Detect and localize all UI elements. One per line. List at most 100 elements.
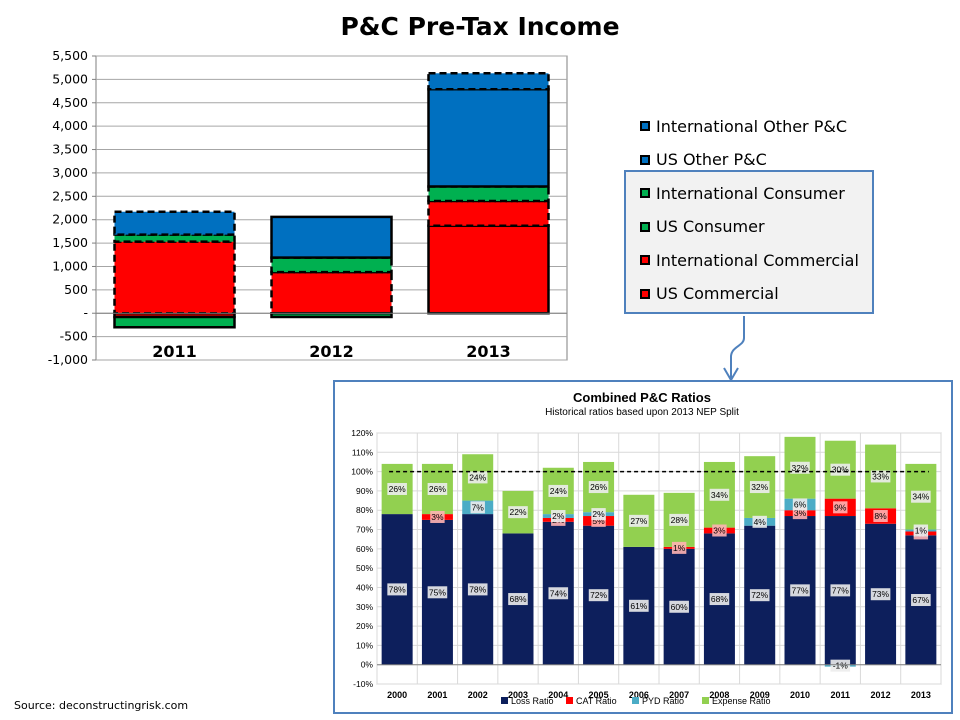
ratio-y-tick-label: 40% xyxy=(356,582,373,592)
ratio-data-label-bg xyxy=(911,490,931,503)
ratio-data-label: 9% xyxy=(834,502,847,512)
x-tick-label: 2011 xyxy=(152,342,197,361)
ratio-data-label: 22% xyxy=(509,507,526,517)
bar-us-other-pandc-2012 xyxy=(270,215,393,259)
ratio-data-label: 33% xyxy=(872,471,889,481)
bar-international-consumer-2013 xyxy=(427,185,550,203)
ratio-x-tick-label: 2009 xyxy=(750,690,770,700)
bar-us-consumer-2012 xyxy=(270,311,393,319)
ratio-data-label-bg xyxy=(629,514,649,527)
ratio-x-tick-label: 2005 xyxy=(589,690,609,700)
ratio-legend-label: Loss Ratio xyxy=(511,696,554,706)
legend-item-us-consumer: US Consumer xyxy=(640,217,765,237)
legend-swatch xyxy=(640,188,650,198)
ratio-x-tick-label: 2000 xyxy=(387,690,407,700)
ratio-data-label-bg xyxy=(870,470,891,483)
ratio-data-label: 32% xyxy=(751,482,768,492)
bar-us-commercial-2013 xyxy=(427,224,550,315)
ratio-x-tick-label: 2006 xyxy=(629,690,649,700)
bar-international-consumer-2012 xyxy=(270,256,393,274)
ratio-data-label-bg xyxy=(712,524,727,537)
ratio-data-label: 26% xyxy=(389,484,406,494)
y-tick-label: 5,000 xyxy=(52,71,88,86)
ratio-data-label-bg xyxy=(669,600,689,613)
ratio-subtitle: Historical ratios based upon 2013 NEP Sp… xyxy=(545,407,739,418)
y-tick-label: 2,500 xyxy=(52,188,88,203)
ratio-y-tick-label: 20% xyxy=(356,621,373,631)
ratio-data-label-bg xyxy=(873,510,888,523)
ratio-data-label: 34% xyxy=(711,490,728,500)
ratio-data-label: 3% xyxy=(431,512,444,522)
legend-box xyxy=(624,170,874,314)
ratio-x-tick-label: 2001 xyxy=(427,690,447,700)
ratio-data-label-bg xyxy=(508,593,528,606)
chart-title: P&C Pre-Tax Income xyxy=(340,12,620,41)
ratio-data-label-bg xyxy=(792,498,808,511)
ratio-data-label-bg xyxy=(870,588,891,601)
ratio-data-label-bg xyxy=(709,593,730,606)
ratio-data-label: 68% xyxy=(711,594,728,604)
ratio-y-tick-label: 30% xyxy=(356,602,373,612)
combined-ratios-chart: Combined P&C Ratios Historical ratios bas… xyxy=(335,382,951,712)
ratio-data-label: 30% xyxy=(832,465,849,475)
ratio-data-label: 72% xyxy=(590,590,607,600)
y-tick-label: -1,000 xyxy=(48,352,88,367)
y-tick-label: -500 xyxy=(60,329,88,344)
ratio-data-label-bg xyxy=(911,594,931,607)
ratio-title: Combined P&C Ratios xyxy=(573,390,711,405)
ratio-x-tick-label: 2008 xyxy=(709,690,729,700)
ratio-data-label: 1% xyxy=(673,543,686,553)
ratio-data-label-bg xyxy=(669,513,689,526)
legend-swatch xyxy=(640,154,650,165)
combined-ratios-panel: Combined P&C Ratios Historical ratios bas… xyxy=(333,380,953,714)
ratio-data-label: 67% xyxy=(912,595,929,605)
legend-swatch xyxy=(640,121,650,131)
legend-item-us-other-pandc: US Other P&C xyxy=(640,150,767,170)
ratio-y-tick-label: 100% xyxy=(351,467,373,477)
ratio-data-label-bg xyxy=(588,481,609,494)
ratio-data-label: 74% xyxy=(550,588,567,598)
bar-international-commercial-2011 xyxy=(113,240,236,315)
y-tick-label: 1,500 xyxy=(52,235,88,250)
ratio-y-tick-label: 80% xyxy=(356,505,373,515)
ratio-data-label: 24% xyxy=(550,486,567,496)
ratio-data-label: 3% xyxy=(794,508,807,518)
legend-label: International Commercial xyxy=(656,250,859,270)
ratio-data-label: 8% xyxy=(874,511,887,521)
ratio-data-label: 61% xyxy=(630,601,647,611)
ratio-y-tick-label: 10% xyxy=(356,640,373,650)
ratio-data-label-bg xyxy=(790,584,810,597)
ratio-legend-label: Expense Ratio xyxy=(712,696,771,706)
ratio-data-label: 78% xyxy=(389,584,406,594)
pretax-income-chart: 5,500 5,000 4,500 4,000 3,500 3,000 2,500 2,000… xyxy=(48,48,568,367)
ratio-x-tick-label: 2013 xyxy=(911,690,931,700)
legend-item-international-commercial: International Commercial xyxy=(640,250,859,270)
legend-swatch xyxy=(640,221,650,232)
x-tick-label: 2013 xyxy=(466,342,511,361)
y-tick-label: 3,000 xyxy=(52,165,88,180)
ratio-data-label: 77% xyxy=(791,585,808,595)
bar-international-commercial-2013 xyxy=(427,199,550,228)
ratio-data-label-bg xyxy=(467,471,488,484)
ratio-data-label: 26% xyxy=(590,482,607,492)
y-tick-label: 4,000 xyxy=(52,118,88,133)
ratio-data-label: 32% xyxy=(791,463,808,473)
ratio-data-label: 34% xyxy=(912,492,929,502)
ratio-data-label-bg xyxy=(427,586,448,599)
ratio-data-label-bg xyxy=(548,484,569,497)
ratio-y-tick-label: 50% xyxy=(356,563,373,573)
ratio-data-label: 6% xyxy=(794,499,807,509)
ratio-y-tick-label: 90% xyxy=(356,486,373,496)
legend-item-international-consumer: International Consumer xyxy=(640,183,845,203)
ratio-legend-swatch-loss-ratio xyxy=(501,697,508,704)
ratio-data-label-bg xyxy=(387,482,407,495)
ratio-legend-swatch-expense-ratio xyxy=(702,697,709,704)
ratio-x-tick-label: 2007 xyxy=(669,690,689,700)
ratio-data-label-bg xyxy=(830,584,851,597)
ratio-y-tick-label: 70% xyxy=(356,525,373,535)
ratio-legend-label: PYD Ratio xyxy=(642,696,684,706)
y-tick-label: 2,000 xyxy=(52,212,88,227)
bar-international-other-pandc-2013 xyxy=(427,72,550,91)
source-caption: Source: deconstructingrisk.com xyxy=(14,699,189,712)
legend-label: US Other P&C xyxy=(656,150,767,169)
